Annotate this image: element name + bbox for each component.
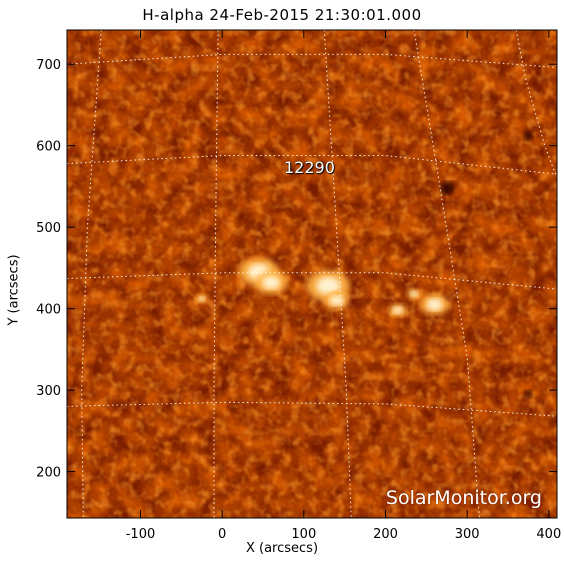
y-axis-ticks: 200 300 400 500 600 700 xyxy=(36,58,557,481)
x-tick-label: 300 xyxy=(455,527,480,542)
grid-line xyxy=(67,401,557,417)
plage-core xyxy=(316,276,341,295)
y-tick-label: 500 xyxy=(36,221,61,236)
y-tick-label: 700 xyxy=(36,58,61,73)
x-tick-label: 0 xyxy=(218,527,226,542)
y-tick-label: 400 xyxy=(36,303,61,318)
y-tick-label: 300 xyxy=(36,384,61,399)
sunspot xyxy=(524,390,533,399)
watermark: SolarMonitor.org xyxy=(385,487,542,509)
plage-core xyxy=(410,291,419,297)
x-axis-ticks: -100 0 100 200 300 400 xyxy=(126,30,561,542)
h-alpha-image xyxy=(67,30,557,518)
image-title: H-alpha 24-Feb-2015 21:30:01.000 xyxy=(142,6,422,24)
active-region-label: 12290 xyxy=(284,158,335,177)
x-axis-label: X (arcsecs) xyxy=(245,541,319,556)
y-axis-label: Y (arcsecs) xyxy=(6,254,22,326)
grid-line xyxy=(67,155,557,175)
plage-core xyxy=(198,296,206,302)
y-tick-label: 200 xyxy=(36,466,61,481)
plage-core xyxy=(262,275,280,290)
y-tick-label: 600 xyxy=(36,140,61,155)
plage-core xyxy=(392,306,403,314)
sunspot-layer xyxy=(440,131,534,399)
x-tick-label: 200 xyxy=(373,527,398,542)
sunspot xyxy=(440,181,454,195)
heliographic-grid xyxy=(67,30,557,518)
grid-line xyxy=(213,30,219,518)
grid-line xyxy=(323,30,352,518)
x-tick-label: 400 xyxy=(536,527,561,542)
grid-line xyxy=(81,30,102,518)
grid-line xyxy=(67,53,557,68)
plage-core xyxy=(329,295,344,306)
grid-line xyxy=(67,272,557,290)
sunspot xyxy=(523,131,534,141)
plot-frame xyxy=(66,29,558,519)
x-tick-label: 100 xyxy=(291,527,316,542)
x-tick-label: -100 xyxy=(126,527,156,542)
plage-core xyxy=(426,298,443,311)
